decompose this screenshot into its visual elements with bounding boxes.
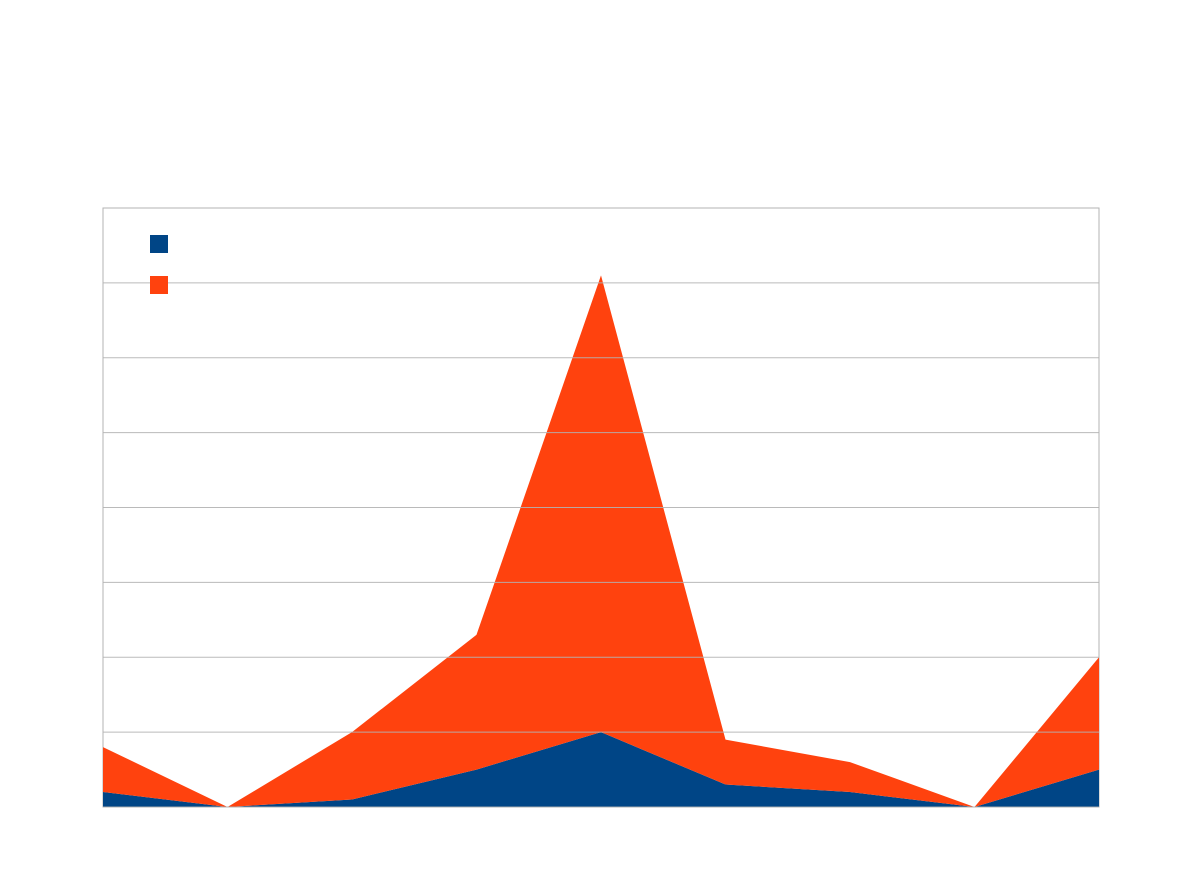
area: [103, 275, 1099, 807]
legend-swatch: [150, 276, 168, 294]
area: [103, 732, 1099, 807]
legend-swatch: [150, 235, 168, 253]
